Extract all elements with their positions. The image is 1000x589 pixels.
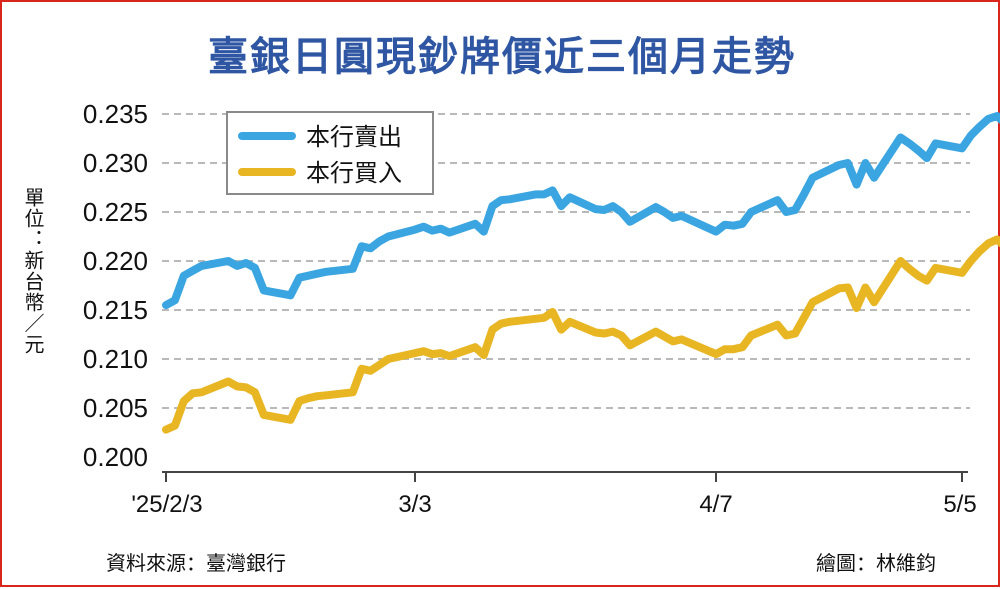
legend-label: 本行賣出	[306, 123, 402, 151]
x-tick-label: 3/3	[398, 491, 431, 518]
source-note: 資料來源：臺灣銀行	[106, 551, 286, 575]
legend-box	[226, 111, 434, 195]
y-tick-label: 0.215	[83, 295, 148, 325]
chart-title: 臺銀日圓現鈔牌價近三個月走勢	[208, 34, 796, 80]
y-tick-label: 0.225	[83, 197, 148, 227]
y-axis-label: 單位：新台幣／元	[21, 187, 45, 355]
legend-label: 本行買入	[306, 159, 402, 187]
x-tick-label: 5/5	[943, 491, 976, 518]
credit-note: 繪圖：林維鈞	[816, 551, 936, 575]
x-tick-label: '25/2/3	[131, 491, 202, 518]
series-line-buy	[162, 235, 1000, 434]
x-tick-label: 4/7	[699, 491, 732, 518]
y-tick-label: 0.205	[83, 393, 148, 423]
y-tick-label: 0.230	[83, 148, 148, 178]
y-tick-label: 0.210	[83, 344, 148, 374]
y-tick-label: 0.235	[83, 99, 148, 129]
series-line-sell	[162, 112, 1000, 310]
y-tick-label: 0.200	[83, 442, 148, 472]
y-tick-label: 0.220	[83, 246, 148, 276]
